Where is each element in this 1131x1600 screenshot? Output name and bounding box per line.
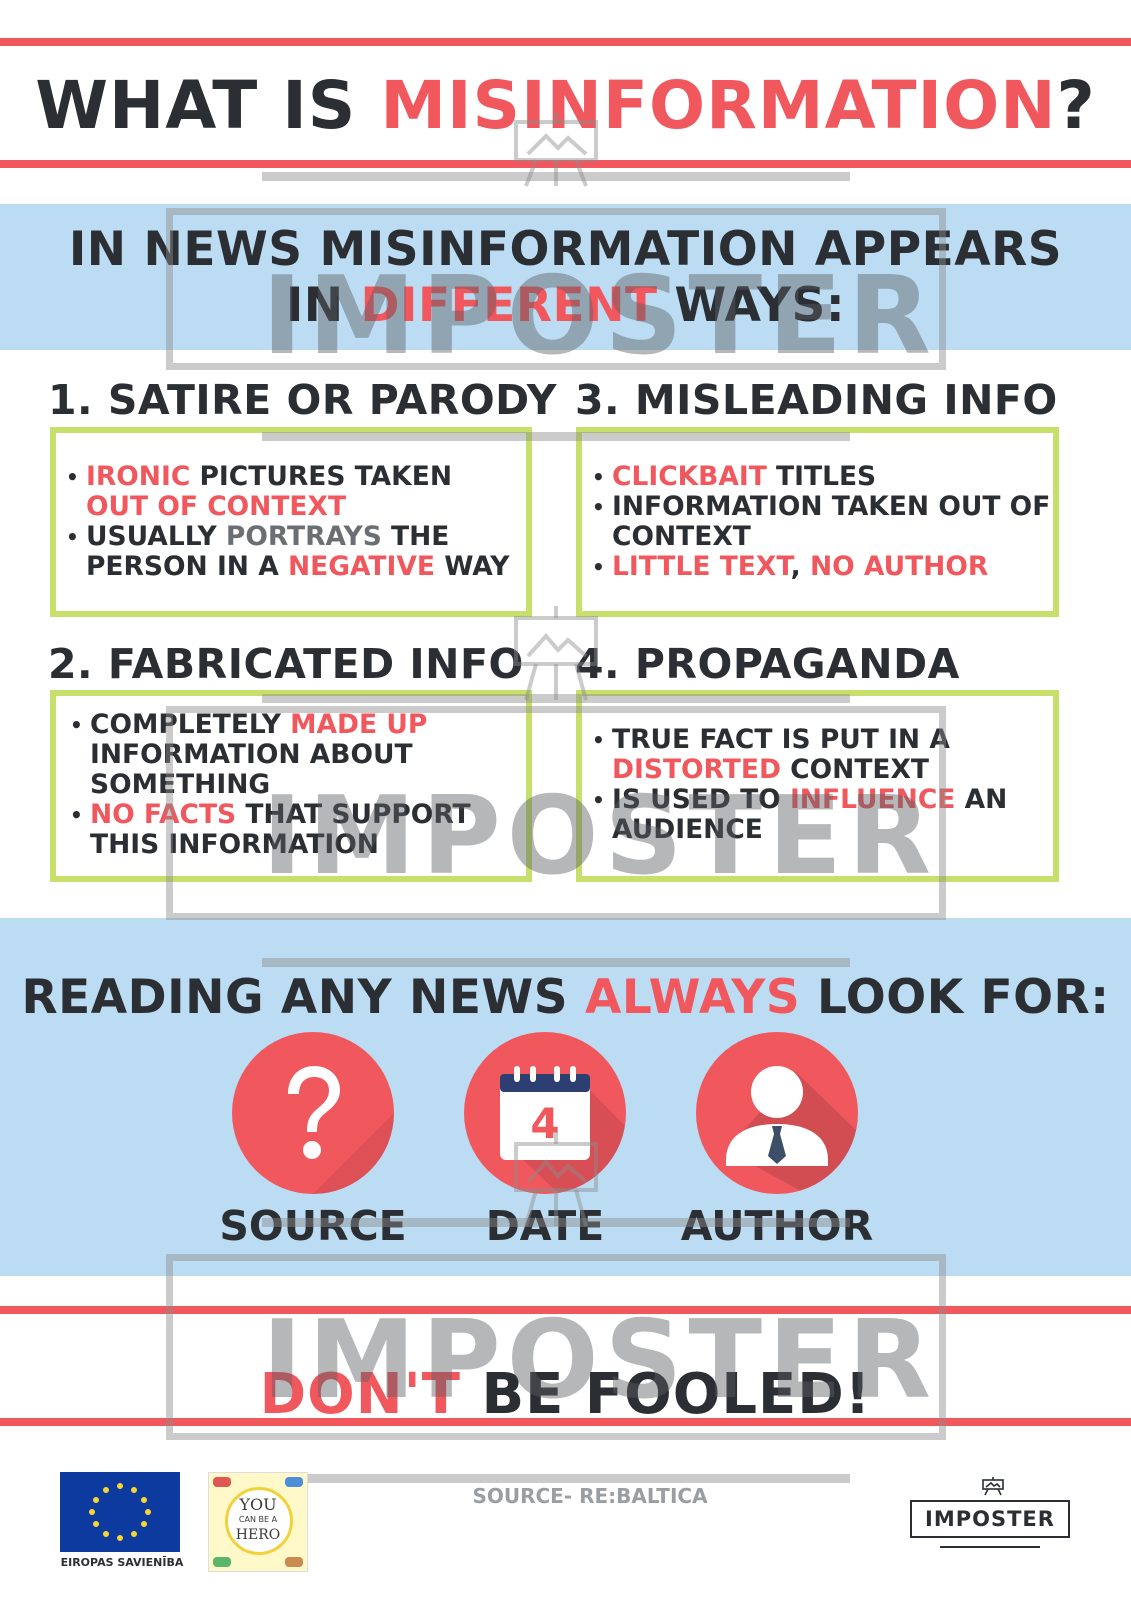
watermark-easel-icon bbox=[514, 112, 598, 187]
watermark-bar bbox=[262, 432, 850, 441]
watermark-frame bbox=[166, 706, 946, 920]
imposter-underline bbox=[940, 1546, 1040, 1548]
hand-icon bbox=[285, 1477, 303, 1487]
icon-label-date: DATE bbox=[485, 1202, 605, 1250]
hero-logo: YOU CAN BE A HERO bbox=[208, 1472, 308, 1572]
slogan: DON'T BE FOOLED! bbox=[259, 1362, 872, 1427]
watermark-easel-icon bbox=[514, 606, 598, 701]
watermark-bar bbox=[262, 694, 850, 703]
section-heading-propaganda: 4. PROPAGANDA bbox=[575, 640, 960, 688]
list-item: COMPLETELY MADE UP INFORMATION ABOUT SOM… bbox=[70, 710, 510, 800]
section-box-fabricated bbox=[50, 690, 532, 882]
intro-line-1: IN NEWS MISINFORMATION APPEARS bbox=[68, 222, 1063, 277]
calendar-day: 4 bbox=[530, 1099, 560, 1148]
hero-ring bbox=[225, 1487, 293, 1555]
page-title: WHAT IS MISINFORMATION? bbox=[0, 68, 1131, 144]
bullet-list-propaganda: TRUE FACT IS PUT IN A DISTORTED CONTEXT … bbox=[592, 725, 1037, 845]
list-item: NO FACTS THAT SUPPORT THIS INFORMATION bbox=[70, 800, 510, 860]
question-mark-icon bbox=[232, 1032, 394, 1194]
bullet-list-fabricated: COMPLETELY MADE UP INFORMATION ABOUT SOM… bbox=[70, 710, 510, 860]
eu-flag-logo bbox=[60, 1472, 180, 1552]
watermark-text: IMPOSTER bbox=[262, 774, 938, 899]
top-rule-2 bbox=[0, 160, 1131, 168]
imposter-brand: IMPOSTER bbox=[925, 1507, 1055, 1531]
watermark-bar bbox=[262, 1218, 850, 1227]
title-part: WHAT IS bbox=[35, 67, 381, 144]
hand-icon bbox=[213, 1557, 231, 1567]
source-credit: SOURCE- RE:BALTICA bbox=[472, 1484, 708, 1508]
watermark-easel-icon bbox=[514, 1132, 598, 1227]
watermark-frame bbox=[166, 208, 946, 370]
icon-label-source: SOURCE bbox=[219, 1202, 407, 1250]
section-heading-misleading: 3. MISLEADING INFO bbox=[575, 376, 1058, 424]
list-item: USUALLY PORTRAYS THE PERSON IN A NEGATIV… bbox=[66, 522, 521, 582]
hero-text-2: CAN BE A bbox=[238, 1515, 278, 1524]
hero-text-3: HERO bbox=[235, 1527, 281, 1543]
eu-label: EIROPAS SAVIENĪBA bbox=[60, 1556, 184, 1569]
watermark-text: IMPOSTER bbox=[262, 1298, 938, 1423]
section-box-misleading bbox=[576, 427, 1059, 617]
section-box-satire bbox=[50, 427, 532, 617]
title-highlight: MISINFORMATION bbox=[380, 67, 1057, 144]
slogan-rule-top bbox=[0, 1306, 1131, 1314]
watermark-bar bbox=[262, 1474, 850, 1483]
bullet-list-satire: IRONIC PICTURES TAKEN OUT OF CONTEXT USU… bbox=[66, 462, 521, 582]
slogan-rule-bottom bbox=[0, 1418, 1131, 1426]
watermark-frame bbox=[166, 1254, 946, 1440]
watermark-bar bbox=[262, 958, 850, 967]
imposter-logo: IMPOSTER bbox=[910, 1476, 1076, 1562]
person-icon bbox=[696, 1032, 858, 1194]
list-item: TRUE FACT IS PUT IN A DISTORTED CONTEXT bbox=[592, 725, 1037, 785]
look-for-heading: READING ANY NEWS ALWAYS LOOK FOR: bbox=[21, 970, 1110, 1025]
intro-line-2: IN DIFFERENT WAYS: bbox=[285, 278, 846, 333]
hero-text-1: YOU bbox=[239, 1495, 277, 1514]
list-item: IRONIC PICTURES TAKEN OUT OF CONTEXT bbox=[66, 462, 521, 522]
intro-band bbox=[0, 204, 1131, 350]
icon-label-author: AUTHOR bbox=[680, 1202, 874, 1250]
hand-icon bbox=[285, 1557, 303, 1567]
top-rule-1 bbox=[0, 38, 1131, 46]
imposter-frame bbox=[910, 1500, 1070, 1538]
calendar-icon: 4 bbox=[464, 1032, 626, 1194]
list-item: LITTLE TEXT, NO AUTHOR bbox=[592, 552, 1052, 583]
hand-icon bbox=[213, 1477, 231, 1487]
easel-icon bbox=[982, 1477, 1004, 1496]
intro-heading: IN NEWS MISINFORMATION APPEARS IN DIFFER… bbox=[0, 222, 1131, 334]
watermark-text: IMPOSTER bbox=[262, 254, 938, 379]
list-item: INFORMATION TAKEN OUT OF CONTEXT bbox=[592, 492, 1052, 552]
list-item: IS USED TO INFLUENCE AN AUDIENCE bbox=[592, 785, 1037, 845]
section-box-propaganda bbox=[576, 690, 1059, 882]
title-part: ? bbox=[1056, 67, 1096, 144]
section-heading-fabricated: 2. FABRICATED INFO bbox=[48, 640, 524, 688]
watermark-bar bbox=[262, 172, 850, 181]
section-heading-satire: 1. SATIRE OR PARODY bbox=[48, 376, 557, 424]
bullet-list-misleading: CLICKBAIT TITLES INFORMATION TAKEN OUT O… bbox=[592, 462, 1052, 583]
list-item: CLICKBAIT TITLES bbox=[592, 462, 1052, 493]
